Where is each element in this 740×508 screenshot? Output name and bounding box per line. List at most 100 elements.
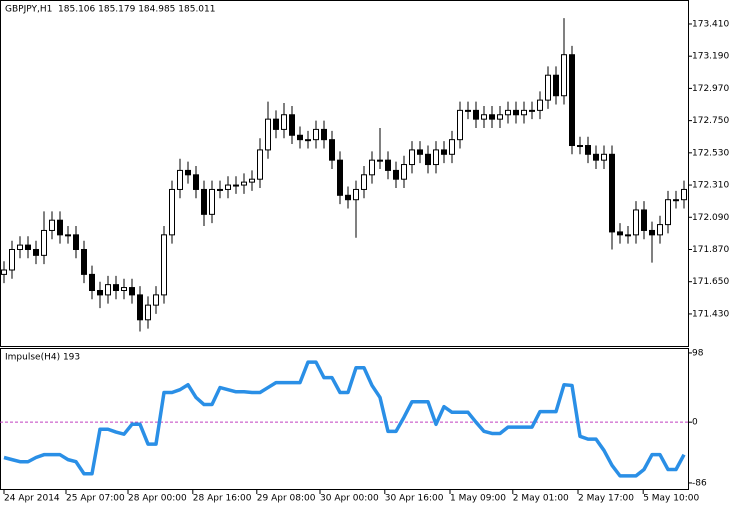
candle-body — [401, 164, 407, 180]
candle-body — [313, 128, 319, 141]
candle-body — [17, 244, 23, 250]
candle-body — [41, 229, 47, 256]
y-tick-label: 172.970 — [692, 84, 729, 94]
candle-body — [577, 145, 583, 148]
candle-body — [249, 178, 255, 183]
candle-body — [89, 273, 95, 291]
candle-body — [329, 139, 335, 161]
candle-body — [497, 114, 503, 120]
y-tick-label: 172.090 — [692, 213, 729, 223]
price-pane — [0, 0, 689, 347]
candle-body — [377, 159, 383, 162]
y-tick-label: 172.750 — [692, 116, 729, 126]
candle-body — [505, 109, 511, 116]
candle-body — [465, 109, 471, 112]
candle-body — [121, 287, 127, 291]
candle-body — [633, 209, 639, 236]
candle-body — [409, 149, 415, 166]
candle-body — [385, 159, 391, 171]
y-tick-label: 173.190 — [692, 52, 729, 62]
x-tick-label: 5 May 10:00 — [643, 494, 699, 504]
candle-body — [537, 99, 543, 111]
candle-body — [257, 149, 263, 180]
candle-body — [425, 153, 431, 166]
candle-body — [561, 54, 567, 97]
y-tick-label: 172.530 — [692, 148, 729, 158]
candle-body — [1, 269, 7, 275]
y-tick-label: 171.430 — [692, 309, 729, 319]
candle-body — [97, 289, 103, 296]
candle-body — [545, 74, 551, 101]
candle-body — [521, 109, 527, 116]
candle-body — [65, 234, 71, 237]
candle-body — [161, 234, 167, 296]
y-tick-label: 173.410 — [692, 19, 729, 29]
candle-body — [73, 234, 79, 250]
candle-body — [641, 209, 647, 231]
candle-body — [241, 181, 247, 186]
y-tick-label: 0 — [692, 418, 698, 428]
candle-body — [353, 188, 359, 201]
candle-body — [433, 149, 439, 166]
x-tick-label: 28 Apr 16:00 — [193, 494, 252, 504]
candle-body — [585, 145, 591, 155]
candle-body — [321, 128, 327, 141]
candle-body — [345, 194, 351, 201]
candle-body — [361, 174, 367, 190]
candle-body — [569, 54, 575, 147]
candle-body — [489, 114, 495, 120]
candle-body — [225, 184, 231, 190]
indicator-pane — [0, 348, 689, 490]
candle-body — [145, 304, 151, 321]
x-tick-label: 2 May 17:00 — [578, 494, 634, 504]
candle-body — [25, 244, 31, 250]
candle-body — [481, 114, 487, 120]
x-tick-label: 2 May 01:00 — [513, 494, 569, 504]
candle-body — [113, 284, 119, 291]
candle-body — [201, 188, 207, 215]
x-tick-label: 30 Apr 00:00 — [320, 494, 379, 504]
indicator-title: Impulse(H4) 193 — [5, 353, 80, 363]
x-tick-label: 1 May 09:00 — [450, 494, 506, 504]
candle-body — [681, 188, 687, 201]
candle-body — [297, 134, 303, 141]
candle-body — [33, 248, 39, 256]
candle-body — [393, 169, 399, 180]
y-tick-label: -86 — [692, 478, 707, 488]
candle-body — [673, 199, 679, 202]
candle-body — [593, 153, 599, 161]
candle-body — [265, 118, 271, 151]
candle-body — [81, 248, 87, 275]
candle-body — [209, 188, 215, 215]
x-tick-label: 28 Apr 00:00 — [128, 494, 187, 504]
x-tick-label: 30 Apr 16:00 — [385, 494, 444, 504]
candle-body — [57, 219, 63, 236]
candle-body — [625, 234, 631, 237]
candle-body — [169, 188, 175, 236]
candle-body — [369, 159, 375, 176]
candle-body — [129, 287, 135, 296]
indicator-line — [3, 360, 686, 478]
candle-body — [193, 174, 199, 190]
candle-body — [609, 153, 615, 233]
candle-body — [665, 199, 671, 226]
candle-body — [153, 294, 159, 306]
candle-body — [657, 224, 663, 236]
x-tick-label: 24 Apr 2014 — [4, 494, 60, 504]
candle-body — [217, 188, 223, 191]
candle-body — [601, 153, 607, 161]
candle-body — [289, 114, 295, 136]
y-tick-label: 98 — [692, 348, 704, 358]
candle-body — [337, 159, 343, 196]
candle-body — [273, 118, 279, 130]
candle-body — [49, 219, 55, 231]
chart-title: GBPJPY,H1 185.106 185.179 184.985 185.01… — [5, 5, 216, 15]
candle-body — [449, 139, 455, 155]
candle-body — [617, 231, 623, 236]
candle-body — [529, 109, 535, 112]
candle-body — [457, 109, 463, 141]
candle-body — [553, 74, 559, 97]
candle-body — [105, 284, 111, 296]
x-tick-label: 29 Apr 08:00 — [257, 494, 316, 504]
